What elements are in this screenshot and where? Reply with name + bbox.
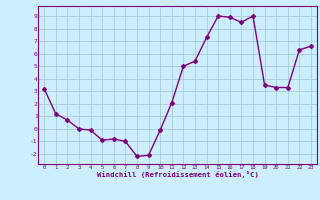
X-axis label: Windchill (Refroidissement éolien,°C): Windchill (Refroidissement éolien,°C) [97, 171, 259, 178]
